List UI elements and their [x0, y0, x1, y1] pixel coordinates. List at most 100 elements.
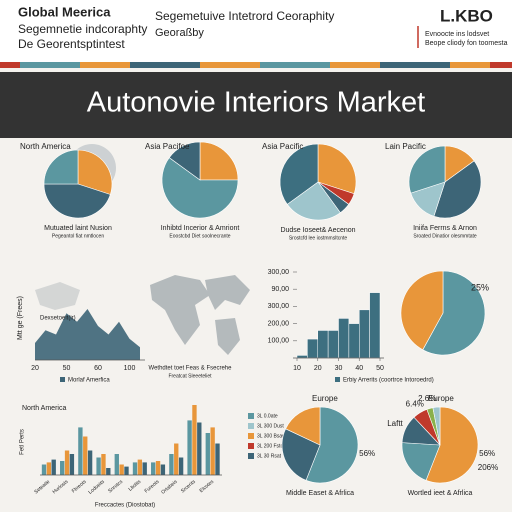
legend-swatch — [248, 443, 254, 449]
x-tick-label: Hurlosts — [52, 479, 70, 496]
bar — [169, 454, 174, 475]
x-tick-label: 60 — [94, 365, 102, 372]
pie-slice — [305, 406, 359, 484]
bar — [60, 461, 65, 475]
y-tick-label: 200,00 — [268, 320, 290, 327]
bar — [192, 405, 197, 475]
pie-caption: Dudse Ioseet& Aecenon — [280, 227, 355, 234]
bar — [41, 464, 47, 475]
legend-label: 3L 200 Fstc — [257, 443, 283, 449]
brand: L.KBO — [440, 6, 493, 25]
bar — [46, 462, 52, 475]
x-tick-label: 20 — [314, 365, 322, 372]
legend-label: 3L 300 Bsar — [257, 433, 284, 439]
histogram-bar — [348, 323, 360, 359]
x-tick-label: Lodoeits — [87, 479, 106, 496]
pie-slice — [401, 442, 441, 481]
pie-slice — [422, 270, 486, 356]
bar — [119, 464, 124, 475]
header-title: Global Meerica — [18, 4, 111, 19]
pie-caption: Pegeantol fiat nmtlocen — [52, 233, 104, 239]
brand-subtitle: Evnoocte ins lodsvet — [425, 31, 489, 38]
annotation: 206% — [478, 463, 498, 472]
legend-label: 3L 30 Rsat — [257, 453, 282, 459]
x-tick-label: Srcerits — [180, 479, 197, 495]
bar — [114, 454, 119, 475]
header-subtitle: Georaßby — [155, 27, 204, 39]
bar — [96, 457, 101, 475]
pie-title: Asia Pacifoe — [145, 142, 190, 151]
bar — [83, 436, 88, 475]
bar — [142, 462, 147, 475]
value-label: 6.4% — [406, 399, 424, 408]
legend-swatch — [248, 423, 254, 429]
x-tick-label: Ortabeis — [160, 479, 179, 496]
bar — [155, 461, 161, 475]
bar — [69, 454, 75, 475]
histogram-bar — [338, 318, 350, 359]
histogram-bar — [369, 292, 381, 359]
pie-slice — [433, 160, 482, 219]
y-tick-label: 300,00 — [268, 269, 290, 276]
caption: Freatcat Sleeeteliet — [168, 373, 212, 379]
header-subtitle: De Georentsptintest — [18, 37, 125, 51]
y-tick-label: 300,00 — [268, 303, 290, 310]
value-label: 2.6% — [418, 394, 436, 403]
bar — [78, 427, 83, 475]
banner-title: Autonovie Interiors Market — [87, 87, 425, 119]
pie-slice — [168, 141, 201, 181]
pie-slice — [425, 406, 479, 484]
x-tick-label: Elcotes — [199, 479, 216, 494]
pie-slice — [285, 406, 321, 446]
caption: Freccactes (Diostobat) — [95, 503, 155, 509]
y-tick-label: 100,00 — [268, 338, 290, 345]
pie-slice — [199, 141, 239, 181]
bar — [174, 443, 179, 475]
banner — [0, 72, 512, 138]
pie-caption: Sroated Dinatior olesmmtate — [413, 233, 477, 239]
histogram-bar — [307, 338, 318, 359]
pie-title: Europe — [312, 394, 338, 403]
y-tick-label: 90,00 — [271, 286, 289, 293]
pie-caption: Middle Easet & Afrlica — [286, 490, 354, 497]
pie-caption: Inhibtd Incerior & Amriont — [161, 225, 240, 232]
bar — [160, 464, 166, 475]
bar — [64, 450, 70, 475]
bar — [137, 459, 143, 475]
brand-subtitle: Beope cliody fon toomesta — [425, 40, 508, 47]
pie-slice — [279, 143, 319, 205]
legend-label: 3L 0.0ate — [257, 413, 278, 419]
bar — [178, 457, 184, 475]
bar — [124, 466, 129, 475]
histogram-bar — [317, 330, 329, 359]
pie-title: Asia Pacific — [262, 142, 303, 151]
pie-slice — [43, 149, 79, 185]
bar — [51, 459, 56, 475]
histogram-bar — [327, 330, 339, 359]
header-bg — [0, 0, 512, 62]
y-axis-label: Fetl Perts — [20, 429, 26, 455]
pie-slice — [281, 428, 321, 481]
annotation: Dexsetoeit(ir) — [40, 316, 76, 322]
pie-title: Europe — [428, 394, 454, 403]
pie-caption: Wortled ieet & Afrlica — [408, 490, 473, 497]
pie-slice — [77, 149, 113, 195]
annotation: Laftt — [387, 419, 403, 428]
x-tick-label: 30 — [335, 365, 343, 372]
bar — [210, 427, 215, 475]
bar — [106, 468, 111, 475]
x-tick-label: 40 — [355, 365, 363, 372]
legend-label: 3L 300 Dust — [257, 423, 284, 429]
annotation: 25% — [471, 282, 489, 292]
x-tick-label: Fbreots — [71, 479, 88, 495]
caption: Wethdtet toet Feas & Fsecrehe — [149, 366, 233, 372]
value-label: 56% — [359, 449, 375, 458]
pie-caption: Eoostcbd Diet soolnecrante — [169, 233, 230, 239]
bar — [205, 433, 210, 475]
bar — [197, 422, 202, 475]
header-subtitle: Segemnetie indcoraphty — [18, 22, 147, 36]
pie-slice — [317, 143, 357, 195]
bar — [132, 462, 138, 475]
legend-label: Morlaf Amerfica — [68, 378, 110, 384]
legend-label: Erbiy Arrerits (coortrce Intoroedrd) — [343, 378, 434, 384]
